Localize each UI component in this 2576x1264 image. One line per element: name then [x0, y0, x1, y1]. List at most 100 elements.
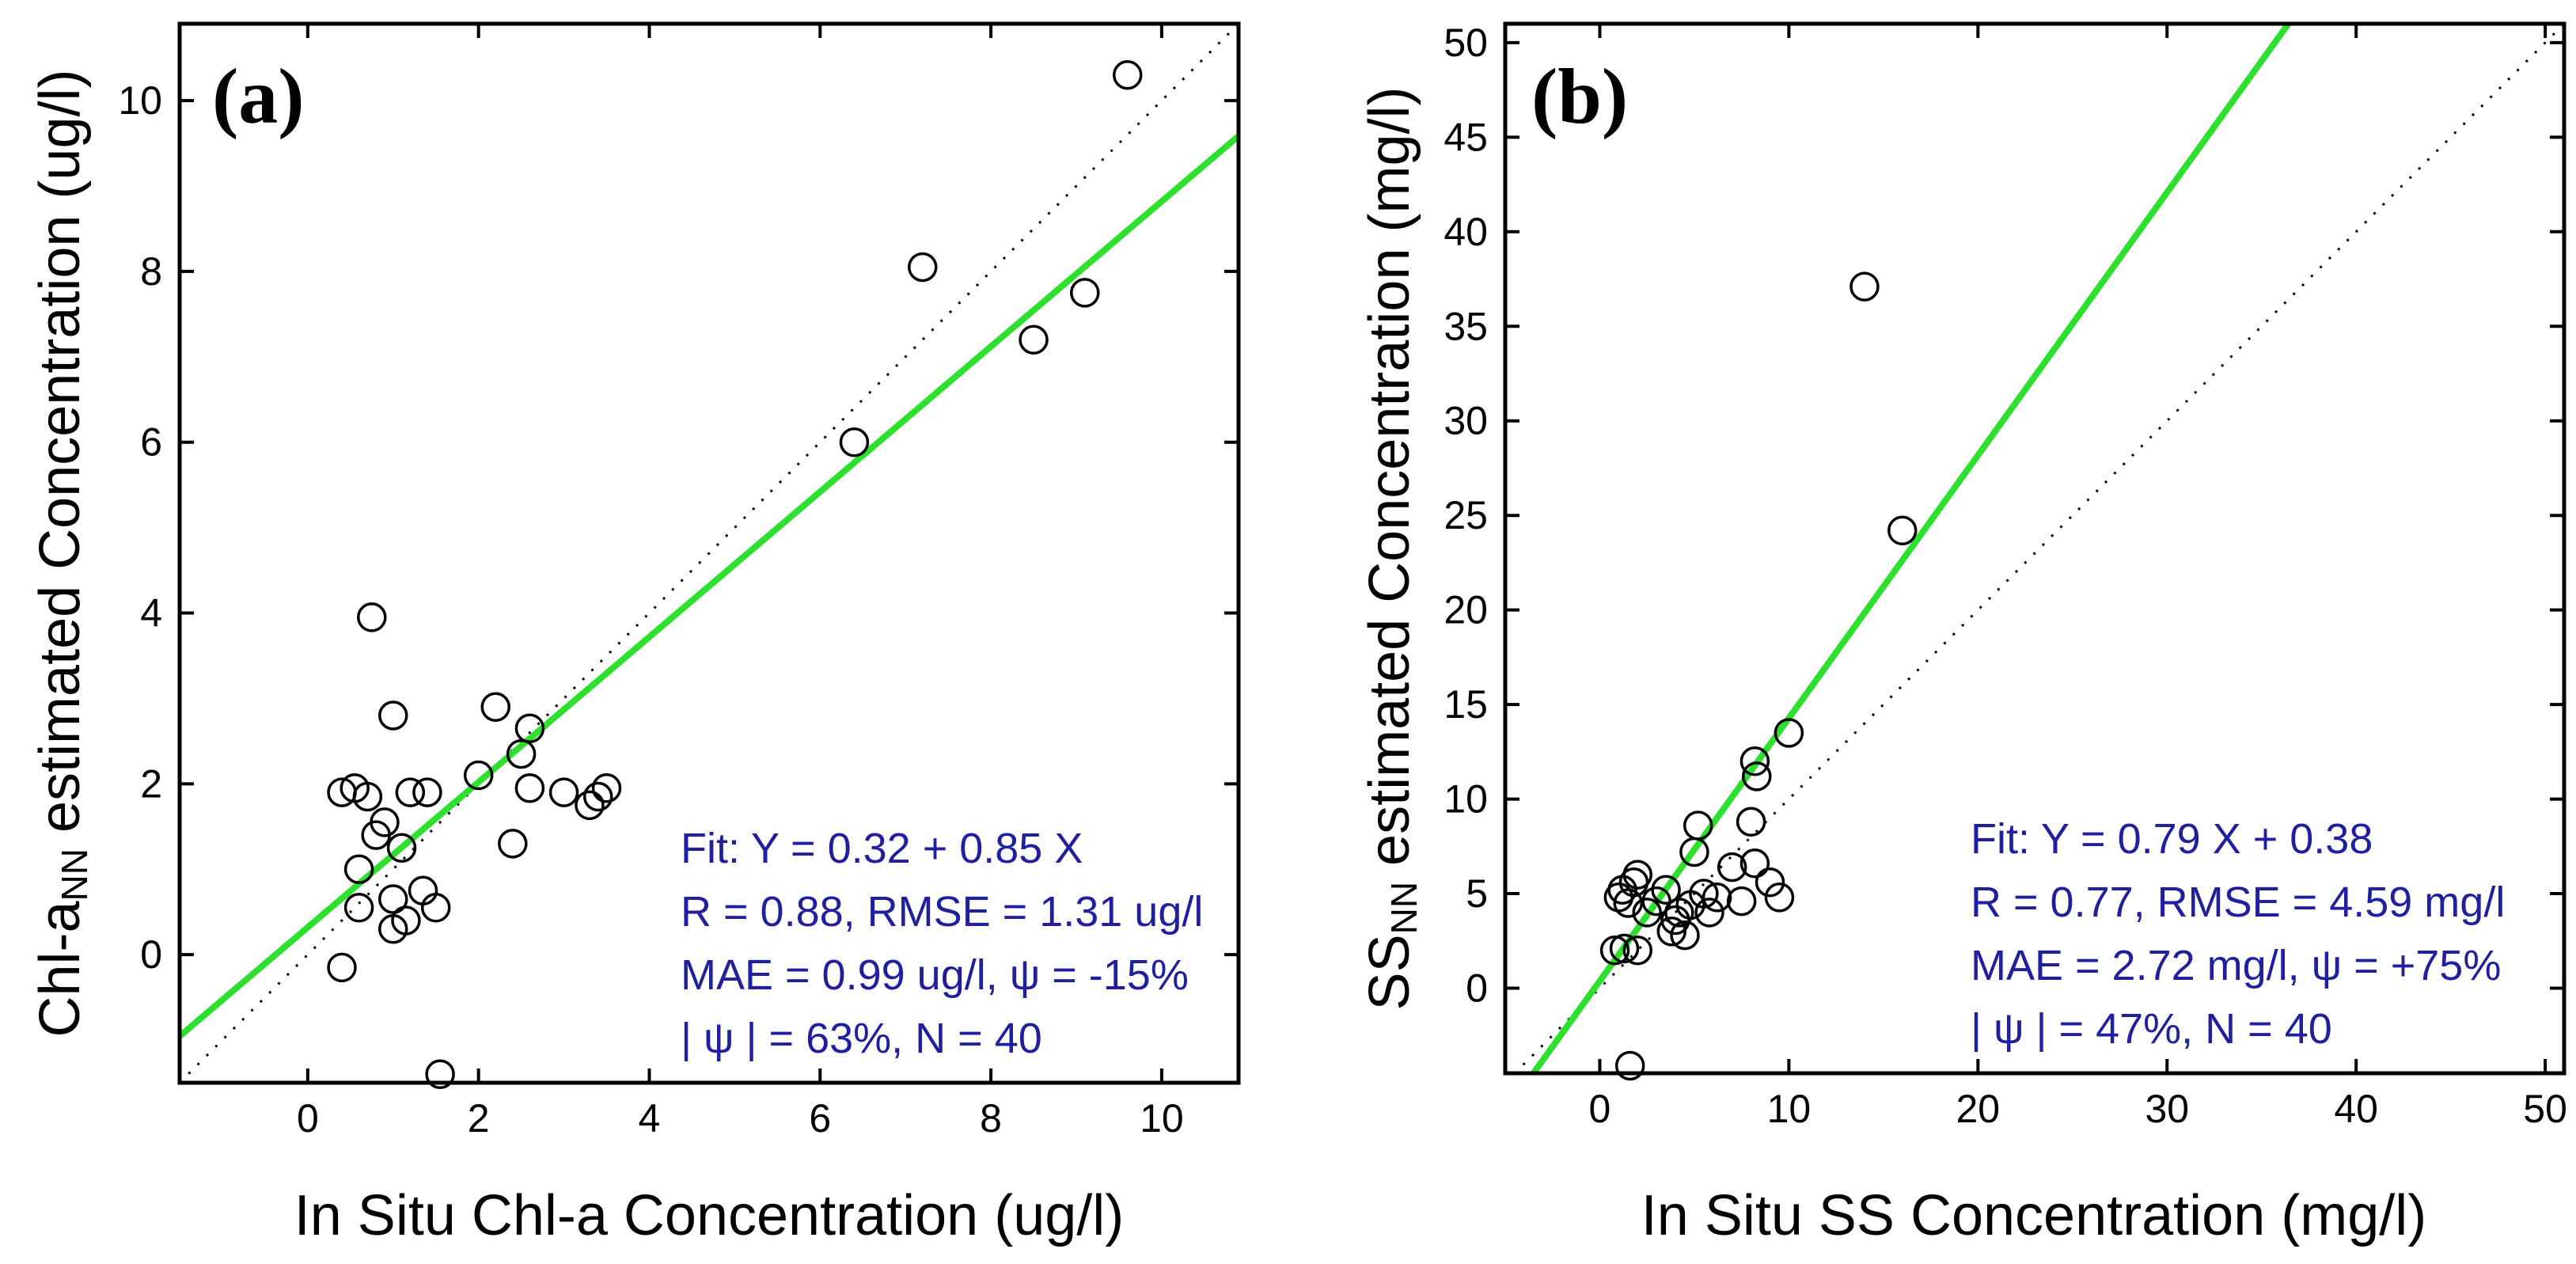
panel-b-data-point	[1764, 883, 1795, 913]
panel-a-y-label-prefix: Chl-a	[28, 900, 92, 1037]
panel-a-data-point	[357, 602, 387, 632]
panel-b-y-tick-label: 30	[1444, 399, 1488, 443]
panel-b-data-point	[1651, 875, 1681, 905]
panel-b-data-point	[1622, 860, 1652, 890]
panel-b-data-point	[1609, 933, 1640, 964]
panel-a-data-point	[480, 692, 510, 722]
panel-b-data-point	[1742, 761, 1772, 791]
panel-b-stats: Fit: Y = 0.79 X + 0.38 R = 0.77, RMSE = …	[1971, 815, 2505, 1053]
panel-b-one-to-one-line	[1512, 24, 2564, 1073]
panel-a-data-point	[1070, 278, 1100, 308]
panel-b-fit-line	[1529, 24, 2293, 1073]
panel-b-data-point	[1739, 848, 1770, 879]
panel-b-y-tick-label: 40	[1444, 210, 1488, 254]
panel-a-stat-fit: Fit: Y = 0.32 + 0.85 X	[681, 825, 1083, 872]
panel-b-y-tick-label: 35	[1444, 304, 1488, 348]
panel-b-y-tick-label: 25	[1444, 493, 1488, 537]
panel-b-data-point	[1683, 810, 1713, 841]
panel-b-x-tick-label: 30	[2145, 1087, 2189, 1131]
panel-b-x-tick-label: 10	[1767, 1087, 1812, 1131]
panel-b-y-label-suffix: estimated Concentration (mg/l)	[1358, 87, 1421, 882]
panel-a-data-point	[425, 1059, 455, 1089]
panel-b-x-tick-label: 20	[1956, 1087, 2001, 1131]
panel-b-data-point	[1613, 888, 1644, 918]
panel-b-data-point	[1726, 886, 1757, 917]
panel-a-data-point	[408, 875, 438, 905]
panel-a-stat-mae: MAE = 0.99 ug/l, ψ = -15%	[681, 951, 1189, 999]
panel-a-y-label-subscript: NN	[54, 848, 95, 901]
panel-b-x-tick-label: 50	[2523, 1087, 2567, 1131]
panel-a-data-point	[378, 884, 408, 914]
panel-b-x-tick-label: 40	[2334, 1087, 2378, 1131]
panel-a-fit-line	[180, 133, 1239, 1039]
panel-a-one-to-one-line	[180, 24, 1239, 1083]
panel-a-x-tick-label: 8	[980, 1096, 1002, 1141]
panel-b-data-point	[1670, 920, 1700, 951]
panel-a-y-tick-label: 4	[140, 591, 162, 636]
panel-b-y-label-prefix: SS	[1358, 934, 1421, 1010]
panel-b-label: (b)	[1531, 52, 1628, 140]
panel-a-data-point	[463, 760, 494, 791]
panel-a-data-point	[343, 893, 374, 923]
panel-a-x-tick-label: 2	[468, 1096, 490, 1141]
panel-a-y-tick-label: 6	[140, 420, 162, 465]
panel-b-data-point	[1622, 935, 1652, 966]
panel-b-stat-fit: Fit: Y = 0.79 X + 0.38	[1971, 815, 2373, 863]
panel-b-data-point	[1702, 883, 1732, 913]
panel-b-data-point	[1599, 935, 1630, 966]
panel-a-data-point	[908, 252, 938, 283]
panel-a-data-point	[575, 790, 605, 821]
panel-b-data-point	[1887, 515, 1918, 546]
panel-b-data-point	[1755, 867, 1785, 898]
panel-b-data-point	[1774, 718, 1804, 748]
panel-a-label: (a)	[212, 52, 305, 140]
panel-a-x-tick-label: 4	[639, 1096, 661, 1141]
panel-b: 0 10 20 30 40 50 0 5 10 15 20 25 30 35 40 45 50 (b) Fit:…	[1358, 21, 2567, 1247]
panel-a-data-point	[386, 833, 417, 864]
panel-a-data-point	[412, 777, 442, 807]
panel-b-data-point	[1632, 898, 1662, 928]
panel-a-data-point	[591, 772, 622, 803]
panel-b-stat-abs-bias: | ψ | = 47%, N = 40	[1971, 1005, 2332, 1053]
panel-a-data-point	[1019, 325, 1049, 355]
panel-a-clip-group	[180, 24, 1239, 1083]
panel-a-y-tick-label: 10	[118, 78, 162, 123]
panel-b-y-tick-label: 50	[1444, 21, 1488, 65]
panel-a-data-point	[514, 772, 545, 803]
panel-a-data-point	[420, 893, 451, 923]
panel-a-data-point	[370, 807, 400, 837]
panel-a-y-axis-label: Chl-aNN estimated Concentration (ug/l)	[28, 70, 95, 1038]
panel-b-data-point	[1689, 879, 1719, 909]
panel-a-axes-frame	[177, 21, 1241, 1085]
panel-b-y-tick-label: 5	[1466, 871, 1488, 916]
panel-a-y-tick-label: 0	[140, 932, 162, 977]
panel-b-stat-r-rmse: R = 0.77, RMSE = 4.59 mg/l	[1971, 879, 2505, 926]
panel-a-data-point	[548, 777, 579, 807]
panel-b-plot-area: 0 10 20 30 40 50 0 5 10 15 20 25 30 35 40 45 50	[1444, 21, 2567, 1131]
panel-b-data-point	[1736, 807, 1766, 837]
panel-a: 0 2 4 6 8 10 0 2 4 6 8 10 (a) Fit: Y = 0.32 + 0.85 …	[28, 21, 1241, 1247]
panel-a-data-point	[839, 427, 870, 457]
panel-a-x-tick-label: 10	[1140, 1096, 1184, 1141]
panel-a-y-label-suffix: estimated Concentration (ug/l)	[28, 70, 92, 848]
panel-a-plot-area: 0 2 4 6 8 10 0 2 4 6 8 10	[118, 24, 1239, 1141]
panel-b-data-point	[1694, 898, 1724, 928]
panel-b-y-label-subscript: NN	[1383, 882, 1425, 934]
panel-b-y-tick-label: 0	[1466, 966, 1488, 1010]
panel-a-x-tick-label: 0	[297, 1096, 319, 1141]
panel-a-stats: Fit: Y = 0.32 + 0.85 X R = 0.88, RMSE = …	[681, 825, 1203, 1062]
panel-a-data-point	[352, 781, 383, 812]
panel-a-data-point	[327, 952, 357, 983]
panel-a-data-point	[582, 781, 613, 812]
panel-b-axes-frame	[1503, 21, 2567, 1076]
panel-b-y-tick-label: 10	[1444, 777, 1488, 822]
panel-b-data-point	[1739, 746, 1770, 776]
panel-b-x-axis-label: In Situ SS Concentration (mg/l)	[1641, 1184, 2426, 1247]
panel-b-data-point	[1849, 271, 1880, 302]
panel-b-stat-mae: MAE = 2.72 mg/l, ψ = +75%	[1971, 942, 2501, 989]
panel-b-data-point	[1717, 852, 1747, 883]
panel-a-data-point	[506, 738, 537, 769]
panel-b-x-tick-label: 0	[1589, 1087, 1611, 1131]
panel-a-data-point	[514, 713, 545, 743]
panel-b-y-axis-label: SSNN estimated Concentration (mg/l)	[1358, 87, 1425, 1011]
